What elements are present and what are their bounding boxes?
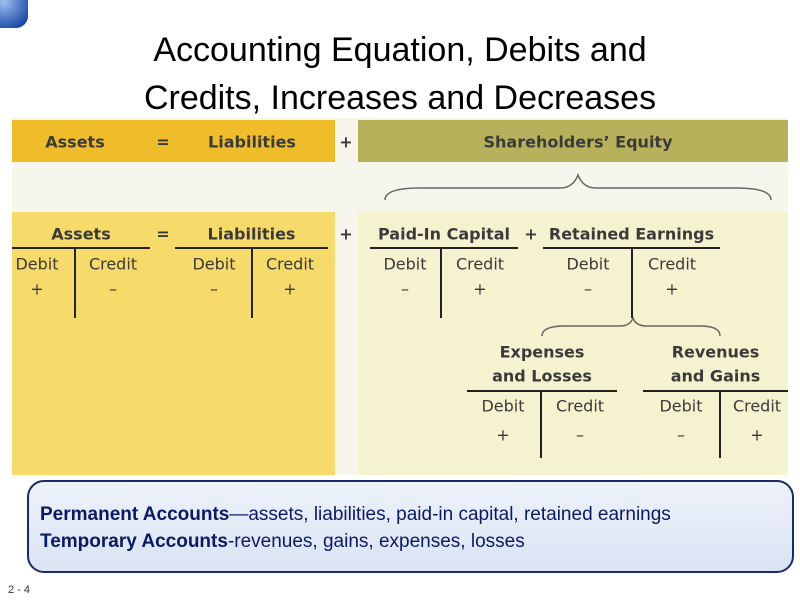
debit-sign: + [496,426,509,445]
debit-sign: – [401,280,409,299]
credit-sign: – [109,280,117,299]
debit-label: Debit [192,255,235,274]
corner-icon [0,0,28,28]
credit-label: Credit [556,397,604,416]
credit-sign: + [750,426,763,445]
brace [384,172,772,201]
account-name: and Gains [671,367,761,386]
debit-label: Debit [383,255,426,274]
account-name: Revenues [672,343,760,362]
credit-label: Credit [456,255,504,274]
account-operator: + [339,225,352,244]
debit-label: Debit [659,397,702,416]
note-text: —assets, liabilities, paid-in capital, r… [229,504,670,525]
page-number: 2 - 4 [8,584,30,596]
debit-label: Debit [566,255,609,274]
equation-term: Shareholders’ Equity [483,133,673,152]
account-name: Liabilities [208,225,296,244]
debit-sign: – [584,280,592,299]
equation-operator: + [339,133,352,152]
credit-label: Credit [89,255,137,274]
note-box [27,480,794,573]
debit-label: Debit [15,255,58,274]
account-name: Expenses [500,343,585,362]
credit-sign: + [473,280,486,299]
account-name: Retained Earnings [549,225,714,244]
title-line: Credits, Increases and Decreases [144,79,656,117]
account-name: and Losses [492,367,592,386]
credit-sign: + [283,280,296,299]
account-name: Paid-In Capital [378,225,510,244]
equity-panel [358,212,788,475]
note-bold: Temporary Accounts [40,531,228,552]
note-line: Permanent Accounts—assets, liabilities, … [40,504,671,525]
account-operator: + [524,225,537,244]
account-name: Assets [51,225,110,244]
equation-operator: = [156,133,169,152]
debit-label: Debit [481,397,524,416]
credit-sign: – [576,426,584,445]
note-line: Temporary Accounts-revenues, gains, expe… [40,531,525,552]
credit-label: Credit [266,255,314,274]
debit-sign: – [677,426,685,445]
equation-term: Liabilities [208,133,296,152]
equity-bar [358,120,788,162]
title-line: Accounting Equation, Debits and [153,31,646,69]
credit-label: Credit [648,255,696,274]
diagram: Assets = Liabilities + Shareholders’ Equ… [12,118,788,475]
debit-sign: + [30,280,43,299]
equation-term: Assets [45,133,104,152]
debit-sign: – [210,280,218,299]
assets-bar [12,120,335,162]
note-bold: Permanent Accounts [40,504,229,525]
account-operator: = [156,225,169,244]
credit-sign: + [665,280,678,299]
assets-panel [12,212,335,475]
credit-label: Credit [733,397,781,416]
note-text: -revenues, gains, expenses, losses [228,531,525,552]
